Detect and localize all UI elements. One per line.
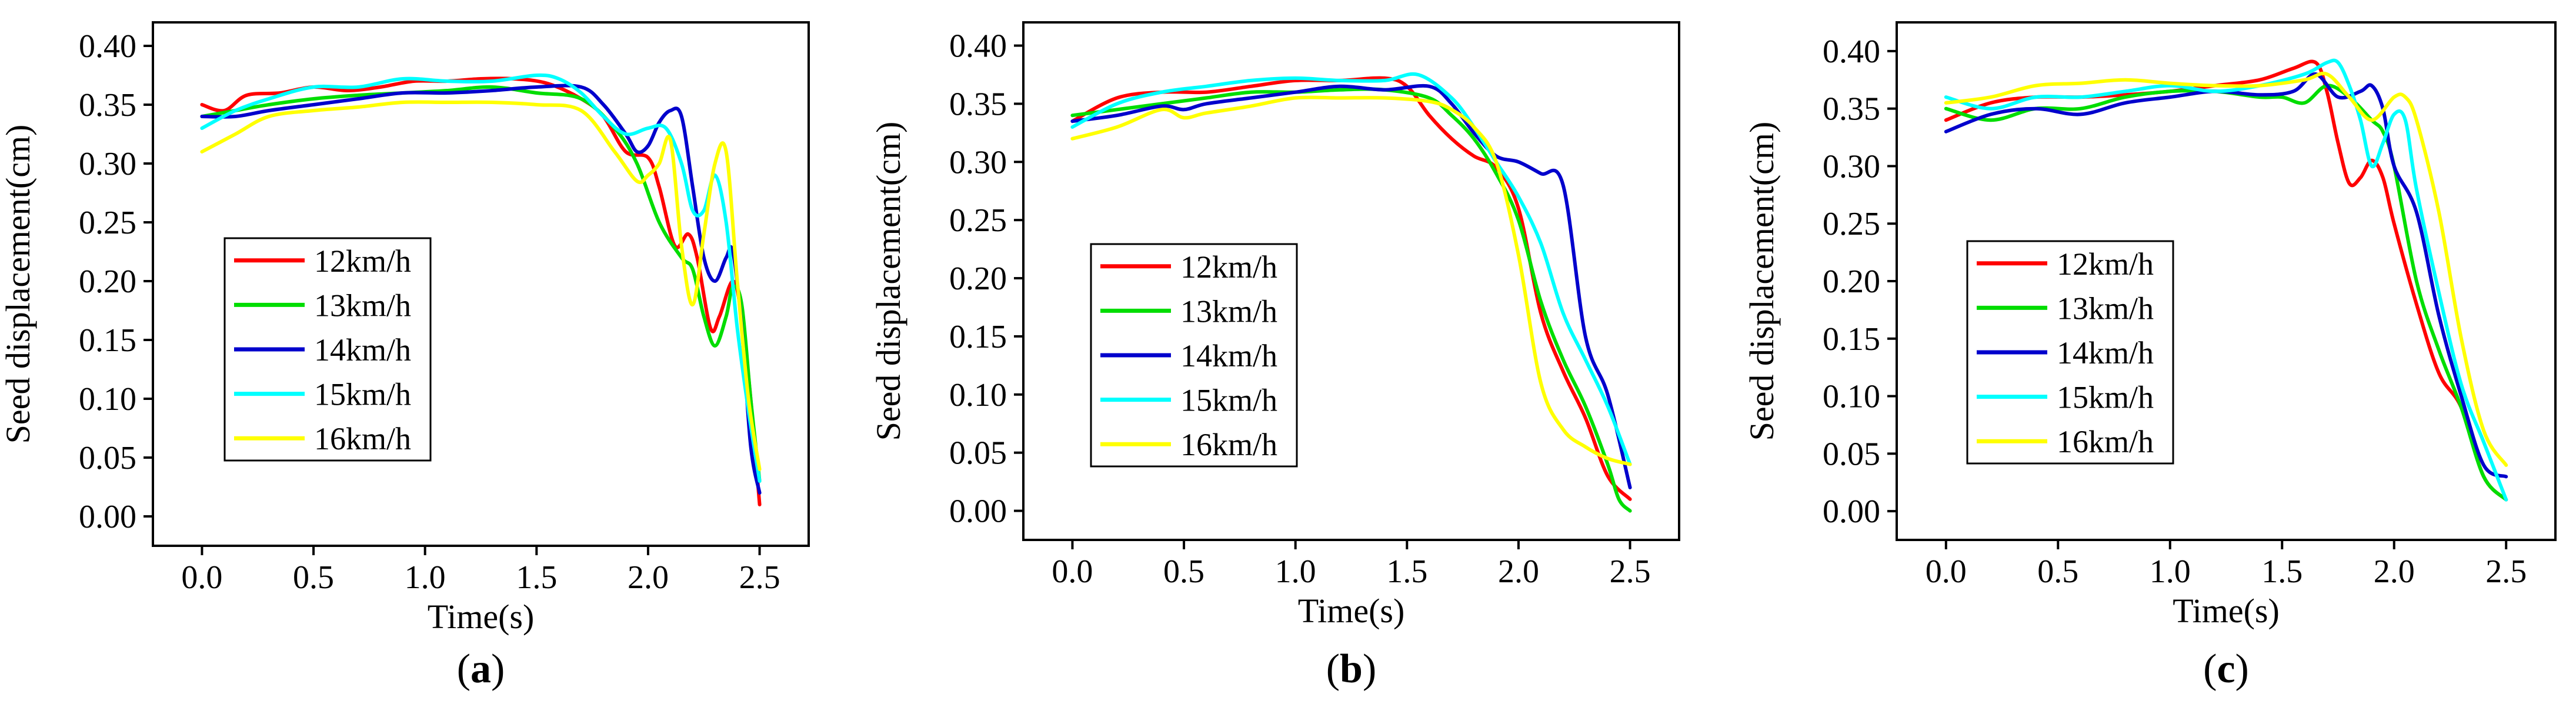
y-tick-label: 0.00 — [1823, 493, 1880, 530]
x-axis: 0.0 0.5 1.0 1.5 2.0 2.5 — [1052, 540, 1651, 590]
x-axis-label: Time(s) — [428, 598, 535, 636]
y-tick-label: 0.10 — [949, 377, 1007, 413]
y-axis-label: Seed displacement(cm) — [0, 125, 37, 444]
y-tick-label: 0.35 — [1823, 91, 1880, 128]
series-line-12km/h — [1070, 76, 1632, 501]
y-tick-label: 0.30 — [79, 146, 136, 182]
y-tick-label: 0.15 — [1823, 321, 1880, 358]
x-tick-label: 0.5 — [293, 559, 334, 596]
y-axis-label: Seed displacement(cm) — [1743, 122, 1781, 441]
series-line-14km/h — [1070, 84, 1632, 489]
x-tick-label: 0.5 — [2037, 553, 2078, 590]
x-tick-label: 2.5 — [2485, 553, 2527, 590]
y-tick-label: 0.00 — [79, 499, 136, 535]
y-axis-label: Seed displacement(cm) — [869, 122, 907, 441]
legend-label-15km/h: 15km/h — [2057, 380, 2154, 415]
legend: 12km/h 13km/h 14km/h 15km/h 16km/h — [223, 237, 432, 462]
panel-label: (c) — [2203, 646, 2249, 692]
x-axis: 0.0 0.5 1.0 1.5 2.0 2.5 — [181, 546, 780, 596]
legend-label-12km/h: 12km/h — [2057, 246, 2154, 282]
plot-frame — [152, 21, 810, 547]
legend-label-16km/h: 16km/h — [314, 421, 411, 456]
y-tick-label: 0.10 — [79, 381, 136, 418]
legend-label-16km/h: 16km/h — [2057, 424, 2154, 459]
x-tick-label: 2.0 — [628, 559, 669, 596]
series-lines — [200, 73, 762, 506]
series-line-15km/h — [200, 73, 762, 483]
x-axis-label: Time(s) — [1298, 592, 1405, 630]
y-tick-label: 0.10 — [1823, 379, 1880, 415]
y-axis: 0.00 0.05 0.10 0.15 0.20 0.25 0.30 0.35 0.40 — [949, 28, 1023, 530]
x-tick-label: 2.0 — [1498, 553, 1539, 590]
y-tick-label: 0.30 — [949, 144, 1007, 181]
x-tick-label: 1.5 — [2261, 553, 2303, 590]
legend-label-16km/h: 16km/h — [1180, 427, 1277, 462]
legend-label-14km/h: 14km/h — [1180, 338, 1277, 373]
legend-label-12km/h: 12km/h — [314, 243, 411, 279]
x-tick-label: 2.5 — [1610, 553, 1651, 590]
y-tick-label: 0.40 — [1823, 34, 1880, 70]
y-tick-label: 0.20 — [949, 261, 1007, 297]
x-tick-label: 1.0 — [405, 559, 446, 596]
y-tick-label: 0.25 — [79, 205, 136, 241]
chart-panel-c: 0.0 0.5 1.0 1.5 2.0 2.5 Time(s) 0.00 0.05 0.10 0.1… — [1743, 21, 2557, 692]
plot-frame — [1022, 21, 1680, 541]
series-lines — [1944, 58, 2508, 502]
y-axis: 0.00 0.05 0.10 0.15 0.20 0.25 0.30 0.35 0.40 — [1823, 34, 1897, 530]
y-axis: 0.00 0.05 0.10 0.15 0.20 0.25 0.30 0.35 0.40 — [79, 28, 153, 535]
legend-label-12km/h: 12km/h — [1180, 249, 1277, 285]
y-tick-label: 0.30 — [1823, 148, 1880, 185]
legend-label-15km/h: 15km/h — [314, 377, 411, 412]
y-tick-label: 0.40 — [79, 28, 136, 65]
series-line-16km/h — [1070, 95, 1632, 466]
x-tick-label: 1.0 — [2150, 553, 2191, 590]
legend-label-14km/h: 14km/h — [2057, 335, 2154, 371]
x-tick-label: 1.5 — [516, 559, 557, 596]
legend: 12km/h 13km/h 14km/h 15km/h 16km/h — [1090, 243, 1298, 468]
y-tick-label: 0.00 — [949, 493, 1007, 530]
x-axis-label: Time(s) — [2173, 592, 2280, 630]
legend-label-13km/h: 13km/h — [314, 288, 411, 323]
legend-label-13km/h: 13km/h — [2057, 291, 2154, 326]
legend-label-14km/h: 14km/h — [314, 332, 411, 368]
panel-label: (b) — [1326, 646, 1377, 692]
y-tick-label: 0.40 — [949, 28, 1007, 65]
chart-panel-a: 0.0 0.5 1.0 1.5 2.0 2.5 Time(s) 0.00 0.05 0.10 0.1… — [0, 21, 810, 692]
y-tick-label: 0.25 — [949, 202, 1007, 239]
x-tick-label: 1.5 — [1386, 553, 1427, 590]
x-tick-label: 2.0 — [2374, 553, 2415, 590]
y-tick-label: 0.20 — [1823, 263, 1880, 300]
series-line-16km/h — [1944, 71, 2508, 467]
x-tick-label: 0.0 — [1926, 553, 1967, 590]
y-tick-label: 0.35 — [79, 87, 136, 124]
y-tick-label: 0.25 — [1823, 206, 1880, 242]
y-tick-label: 0.05 — [1823, 436, 1880, 472]
y-tick-label: 0.05 — [949, 435, 1007, 472]
x-tick-label: 0.5 — [1163, 553, 1204, 590]
legend-label-13km/h: 13km/h — [1180, 293, 1277, 329]
x-tick-label: 0.0 — [1052, 553, 1093, 590]
legend-label-15km/h: 15km/h — [1180, 383, 1277, 418]
series-line-14km/h — [200, 84, 762, 495]
series-line-13km/h — [1070, 87, 1632, 513]
x-tick-label: 2.5 — [739, 559, 780, 596]
chart-panel-b: 0.0 0.5 1.0 1.5 2.0 2.5 Time(s) 0.00 0.05 0.10 0.1… — [869, 21, 1680, 692]
series-line-16km/h — [200, 100, 762, 471]
panel-label: (a) — [457, 646, 505, 692]
x-tick-label: 1.0 — [1275, 553, 1316, 590]
series-lines — [1070, 72, 1632, 513]
series-line-12km/h — [200, 76, 762, 506]
y-tick-label: 0.15 — [79, 322, 136, 359]
y-tick-label: 0.05 — [79, 440, 136, 476]
series-line-14km/h — [1944, 72, 2508, 479]
series-line-15km/h — [1070, 72, 1632, 466]
y-tick-label: 0.15 — [949, 319, 1007, 355]
y-tick-label: 0.35 — [949, 86, 1007, 122]
y-tick-label: 0.20 — [79, 263, 136, 300]
legend: 12km/h 13km/h 14km/h 15km/h 16km/h — [1966, 240, 2174, 465]
x-tick-label: 0.0 — [181, 559, 222, 596]
series-line-15km/h — [1944, 58, 2508, 502]
x-axis: 0.0 0.5 1.0 1.5 2.0 2.5 — [1926, 540, 2527, 590]
